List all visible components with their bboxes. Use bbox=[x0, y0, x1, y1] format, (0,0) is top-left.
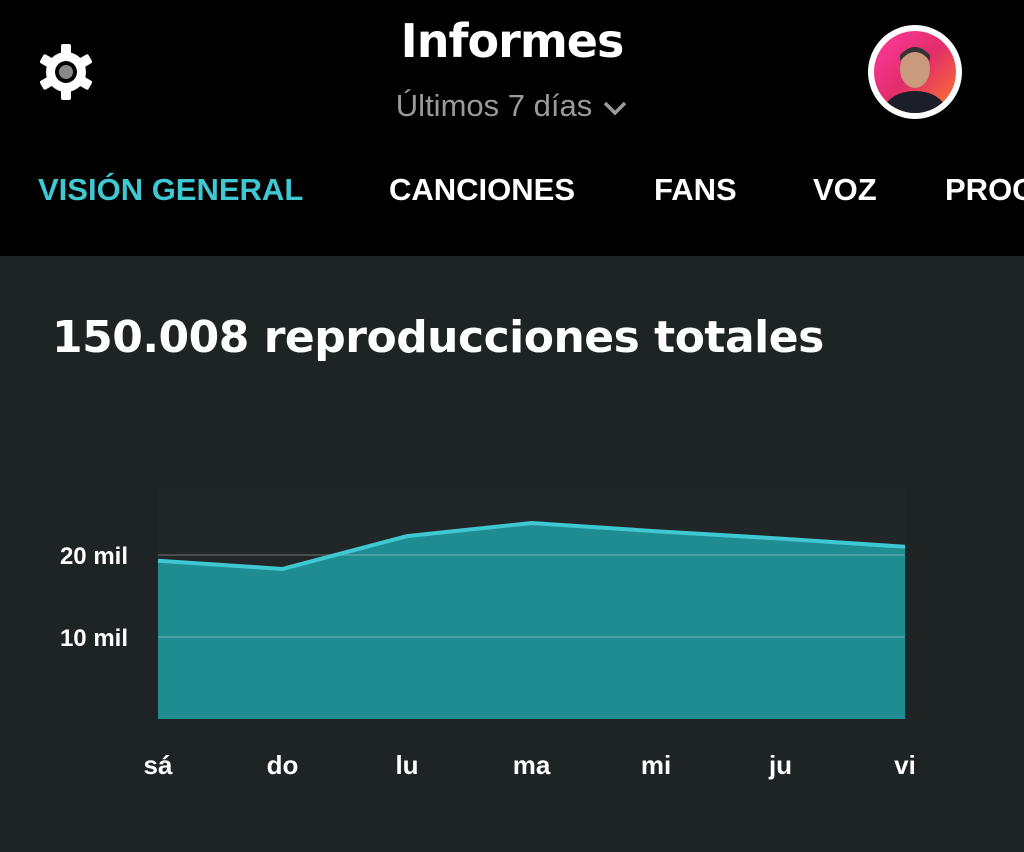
tab-fans[interactable]: FANS bbox=[654, 172, 737, 207]
date-range-dropdown[interactable]: Últimos 7 días bbox=[0, 88, 1024, 126]
x-tick-label: sá bbox=[144, 750, 173, 780]
avatar[interactable] bbox=[868, 25, 962, 119]
x-tick-label: ju bbox=[768, 750, 792, 780]
chevron-down-icon bbox=[602, 90, 628, 126]
tab-bar: VISIÓN GENERAL CANCIONES FANS VOZ PROG bbox=[0, 172, 1024, 222]
series-line bbox=[157, 521, 906, 571]
plays-area-chart: 10 mil 20 mil sá do lu ma mi ju vi bbox=[60, 490, 916, 780]
x-tick-label: lu bbox=[395, 750, 418, 780]
tab-vision-general[interactable]: VISIÓN GENERAL bbox=[38, 172, 304, 207]
total-plays-heading: 150.008 reproducciones totales bbox=[52, 312, 824, 363]
y-tick-label: 10 mil bbox=[60, 625, 128, 652]
tab-canciones[interactable]: CANCIONES bbox=[389, 172, 576, 207]
top-bar: Informes Últimos 7 días VISIÓN GENERAL C… bbox=[0, 0, 1024, 256]
area-fill bbox=[158, 523, 905, 719]
tab-voz[interactable]: VOZ bbox=[813, 172, 877, 207]
tab-prog[interactable]: PROG bbox=[945, 172, 1024, 207]
x-tick-label: mi bbox=[641, 750, 671, 780]
date-range-label: Últimos 7 días bbox=[395, 88, 593, 123]
y-tick-label: 20 mil bbox=[60, 543, 128, 570]
page-title: Informes bbox=[400, 14, 625, 68]
x-tick-label: do bbox=[267, 750, 299, 780]
x-tick-label: ma bbox=[513, 750, 551, 780]
x-tick-label: vi bbox=[894, 750, 916, 780]
gear-icon[interactable] bbox=[36, 42, 96, 102]
